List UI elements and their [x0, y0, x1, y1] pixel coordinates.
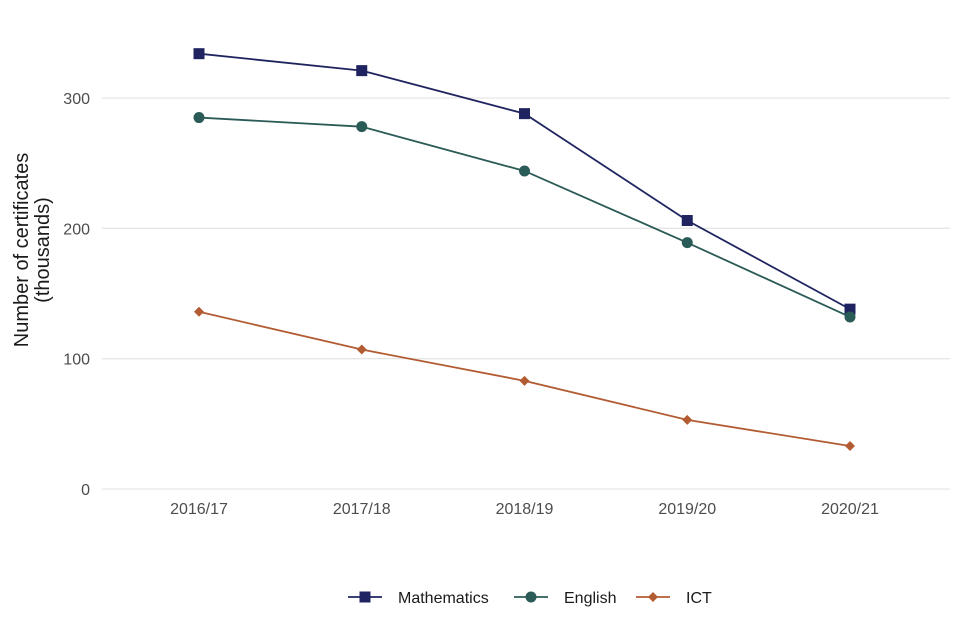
x-tick-label: 2020/21	[821, 501, 879, 518]
series-ict	[194, 306, 855, 451]
legend-item-mathematics: Mathematics	[348, 590, 489, 607]
data-point-english	[519, 165, 530, 177]
legend-item-english: English	[514, 590, 616, 607]
data-point-english	[844, 311, 856, 323]
y-axis: 0 100 200 300	[63, 91, 90, 499]
data-point-mathematics	[681, 215, 693, 227]
series-group	[193, 48, 856, 451]
data-point-mathematics	[519, 108, 530, 120]
legend-label: Mathematics	[398, 590, 489, 607]
x-axis: 2016/17 2017/18 2018/19 2019/20 2020/21	[170, 501, 879, 518]
y-tick-label: 200	[63, 221, 90, 238]
legend-key-marker	[359, 591, 371, 603]
legend-label: English	[564, 590, 616, 607]
series-mathematics	[193, 48, 856, 315]
data-point-ict	[356, 344, 367, 355]
data-point-ict	[519, 375, 530, 386]
legend-item-ict: ICT	[636, 590, 712, 607]
y-axis-title: Number of certificates(thousands)	[11, 153, 54, 348]
legend-key-marker	[525, 591, 537, 603]
data-point-mathematics	[193, 48, 205, 60]
legend: Mathematics English ICT	[348, 590, 712, 607]
x-tick-label: 2018/19	[496, 501, 554, 518]
y-axis-title-line: Number of certificates	[11, 153, 33, 348]
y-tick-label: 100	[63, 352, 90, 369]
x-tick-label: 2017/18	[333, 501, 391, 518]
x-tick-label: 2016/17	[170, 501, 228, 518]
data-point-english	[193, 112, 205, 124]
legend-key-marker	[648, 592, 658, 602]
x-tick-label: 2019/20	[658, 501, 716, 518]
data-point-ict	[194, 306, 204, 317]
data-point-english	[681, 237, 693, 249]
data-point-ict	[682, 414, 693, 425]
data-point-mathematics	[356, 65, 368, 77]
data-point-ict	[845, 440, 855, 451]
y-tick-label: 300	[63, 91, 90, 108]
data-point-mathematics	[844, 303, 856, 315]
grid	[102, 97, 950, 490]
y-tick-label: 0	[81, 482, 90, 499]
y-axis-title-line: (thousands)	[32, 197, 54, 303]
data-point-english	[356, 121, 368, 133]
series-english	[193, 112, 856, 323]
legend-label: ICT	[686, 590, 712, 607]
series-line-english	[198, 116, 851, 318]
series-line-mathematics	[198, 52, 851, 310]
